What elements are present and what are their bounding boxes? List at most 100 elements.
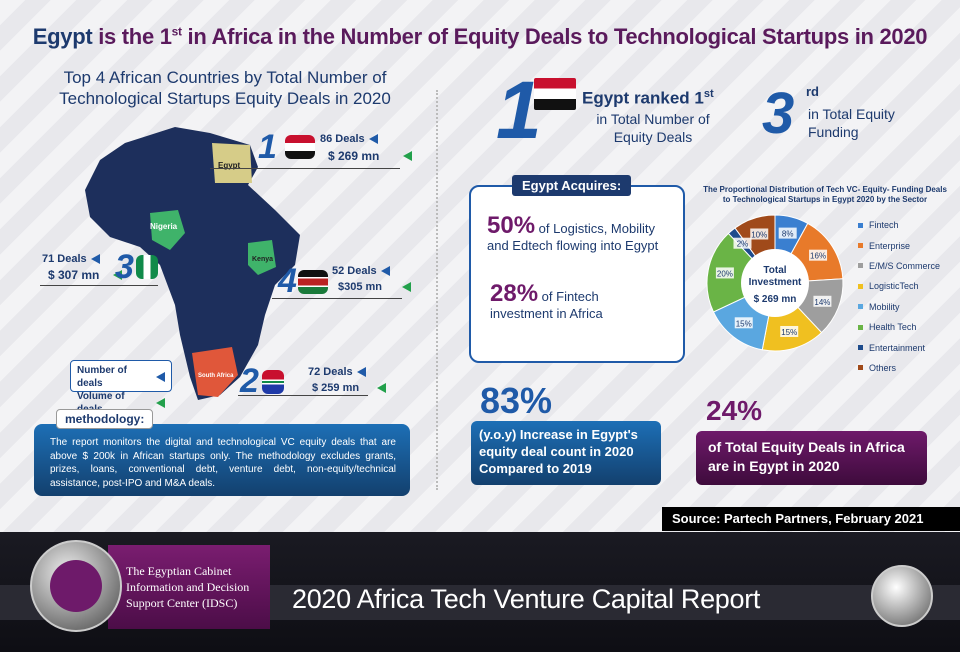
legend-item: Entertainment (858, 337, 940, 357)
kenya-underline (272, 298, 402, 299)
map-legend: Number of deals Volume of deals (70, 360, 172, 415)
volume-marker-icon (402, 282, 412, 292)
south-africa-flag-icon (262, 370, 284, 394)
deals-marker-icon (380, 266, 390, 276)
report-title: 2020 Africa Tech Venture Capital Report (292, 584, 761, 614)
source-note: Source: Partech Partners, February 2021 (662, 507, 960, 531)
legend-label: Entertainment (869, 342, 926, 353)
pie-slice-label: 10% (751, 230, 767, 239)
sector-pie-chart: Total Investment $ 269 mn 8% 16% 14% 15% 15% 2… (706, 214, 844, 352)
nigeria-region (150, 210, 185, 250)
methodology-label: methodology: (56, 409, 154, 429)
stat-24-description: of Total Equity Deals in Africa are in E… (696, 431, 927, 485)
legend-swatch (858, 345, 863, 351)
volume-marker-icon (113, 270, 123, 280)
legend-swatch (858, 283, 863, 289)
legend-swatch (858, 324, 863, 330)
legend-label: Others (869, 362, 897, 373)
legend-swatch (858, 365, 863, 371)
pie-label-bg (750, 228, 769, 240)
pie-slice-label: 15% (781, 328, 797, 337)
rank-3-suffix: rd (806, 84, 819, 99)
volume-marker-icon (156, 398, 165, 408)
kenya-deals: 52 Deals $305 mn (332, 265, 412, 293)
nigeria-underline (40, 285, 158, 286)
page-title: Egypt is the 1st in Africa in the Number… (32, 24, 928, 49)
volume-marker-icon (377, 383, 387, 393)
legend-item: Health Tech (858, 317, 940, 337)
egypt-flag-icon (285, 135, 315, 159)
acquires-panel (469, 185, 685, 363)
pie-label-bg (715, 267, 734, 279)
stat-83-description: (y.o.y) Increase in Egypt's equity deal … (471, 421, 661, 485)
deals-marker-icon (368, 134, 378, 144)
pie-legend: Fintech Enterprise E/M/S Commerce LogisticT… (858, 215, 940, 378)
legend-item: LogisticTech (858, 276, 940, 296)
egypt-map-label: Egypt (218, 161, 241, 170)
rank-nigeria: 3 (115, 248, 134, 286)
legend-swatch (858, 243, 863, 249)
nigeria-map-label: Nigeria (150, 222, 178, 231)
kenya-map-label: Kenya (252, 256, 273, 263)
africa-map: Egypt Nigeria Kenya South Africa (85, 127, 300, 400)
idsc-emblem-icon (50, 560, 102, 612)
legend-item: Others (858, 358, 940, 378)
legend-item: Enterprise (858, 235, 940, 255)
south-africa-region (192, 347, 238, 397)
legend-item: Fintech (858, 215, 940, 235)
pie-slice-label: 8% (782, 230, 794, 239)
deals-marker-icon (356, 367, 366, 377)
pie-slice-label: 16% (810, 252, 826, 261)
rank-1-title: Egypt ranked 1st (582, 88, 714, 108)
nigeria-deals: 71 Deals $ 307 mn (42, 253, 123, 282)
acquire-stat-1: 50% of Logistics, Mobility and Edtech fl… (487, 212, 659, 254)
pie-label-bg (733, 237, 752, 249)
legend-label: Mobility (869, 301, 900, 312)
stat-83-value: 83% (480, 380, 553, 421)
rank-3-description: in Total Equity Funding (808, 106, 895, 140)
rank-1-description: in Total Number of Equity Deals (596, 111, 710, 145)
pie-slice-label: 15% (736, 319, 752, 328)
legend-item: E/M/S Commerce (858, 256, 940, 276)
legend-label: Fintech (869, 220, 899, 231)
deals-marker-icon (156, 372, 165, 382)
pie-slice-label: 20% (717, 269, 733, 278)
pie-label-bg (813, 295, 832, 307)
section-divider (436, 90, 438, 490)
pie-slice-label: 2% (737, 240, 749, 249)
legend-label: E/M/S Commerce (869, 260, 941, 271)
south-africa-map-label: South Africa (198, 373, 234, 379)
legend-label: Enterprise (869, 240, 911, 251)
south-africa-deals: 72 Deals $ 259 mn (308, 366, 387, 394)
rank-3-numeral: 3 (762, 81, 795, 146)
rank-kenya: 4 (278, 262, 297, 300)
idsc-org-name: The Egyptian Cabinet Information and Dec… (108, 545, 270, 629)
chart-title: The Proportional Distribution of Tech VC… (703, 185, 947, 204)
egypt-flag-icon (534, 78, 576, 110)
pie-label-bg (780, 325, 799, 337)
egypt-region (212, 143, 252, 183)
egypt-underline (210, 168, 400, 169)
legend-swatch (858, 304, 863, 310)
legend-label: Health Tech (869, 322, 917, 333)
nigeria-flag-icon (136, 255, 158, 279)
pie-slice-label: 14% (814, 298, 830, 307)
pie-center-value: $ 269 mn (754, 294, 797, 305)
legend-swatch (858, 222, 863, 228)
rank-egypt: 1 (258, 128, 277, 166)
stat-24-value: 24% (706, 395, 763, 426)
map-section-title: Top 4 African Countries by Total Number … (59, 68, 391, 108)
acquires-label: Egypt Acquires: (512, 175, 632, 196)
egypt-deals: 86 Deals $ 269 mn (320, 133, 413, 163)
pie-label-bg (809, 249, 828, 261)
pie-center-label: Total Investment (749, 265, 802, 288)
pie-slice-health-tech (706, 232, 776, 313)
legend-swatch (858, 263, 863, 269)
south-africa-underline (238, 395, 368, 396)
kenya-region (248, 240, 276, 275)
deals-marker-icon (90, 254, 100, 264)
pie-label-bg (778, 227, 797, 239)
rank-south-africa: 2 (240, 362, 259, 400)
pie-label-bg (734, 317, 753, 329)
kenya-flag-icon (298, 270, 328, 294)
